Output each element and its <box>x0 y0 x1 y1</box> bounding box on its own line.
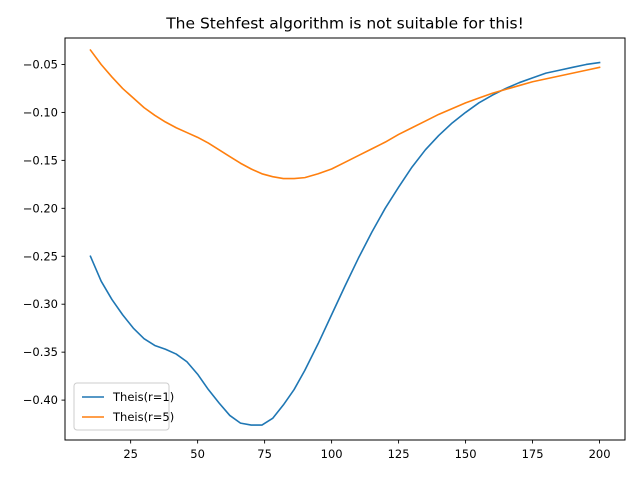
x-tick-label: 50 <box>190 447 205 461</box>
y-tick-label: −0.15 <box>23 153 58 167</box>
y-tick-label: −0.40 <box>23 393 58 407</box>
y-tick-label: −0.30 <box>23 297 58 311</box>
x-tick-label: 175 <box>522 447 544 461</box>
x-tick-label: 100 <box>321 447 343 461</box>
legend-label-2: Theis(r=5) <box>112 410 174 424</box>
y-tick-label: −0.10 <box>23 105 58 119</box>
y-axis: −0.05 −0.10 −0.15 −0.20 −0.25 −0.30 −0.35 −0.40 <box>23 57 65 407</box>
y-tick-label: −0.25 <box>23 249 58 263</box>
plot-area <box>89 48 601 426</box>
chart-title: The Stehfest algorithm is not suitable f… <box>165 15 524 33</box>
x-tick-label: 200 <box>589 447 611 461</box>
series-line-1 <box>89 61 601 426</box>
series-line-2 <box>89 48 601 180</box>
x-tick-label: 25 <box>123 447 138 461</box>
x-axis: 25 50 75 100 125 150 175 200 <box>123 440 611 461</box>
y-tick-label: −0.05 <box>23 57 58 71</box>
legend-label-1: Theis(r=1) <box>112 390 174 404</box>
axes-frame <box>64 37 626 441</box>
y-tick-label: −0.35 <box>23 345 58 359</box>
y-tick-label: −0.20 <box>23 201 58 215</box>
legend-box <box>73 382 170 431</box>
x-tick-label: 150 <box>455 447 477 461</box>
x-tick-label: 125 <box>388 447 410 461</box>
x-tick-label: 75 <box>257 447 272 461</box>
legend: Theis(r=1) Theis(r=5) <box>73 382 174 431</box>
